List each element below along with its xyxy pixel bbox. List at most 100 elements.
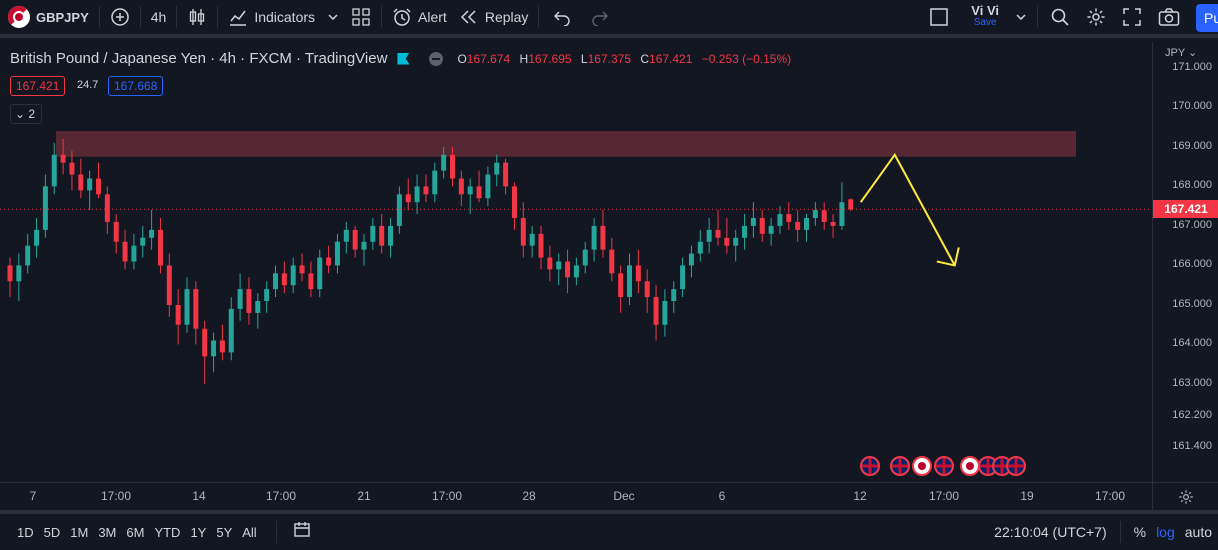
fullscreen-square-button[interactable]: [917, 0, 961, 36]
candle: [795, 210, 801, 242]
currency-selector[interactable]: JPY ⌄: [1165, 47, 1198, 59]
candle: [653, 285, 659, 341]
redo-button[interactable]: [581, 0, 619, 36]
uk-flag-event-icon[interactable]: [934, 456, 954, 476]
candle: [370, 218, 376, 250]
log-toggle[interactable]: log: [1156, 524, 1175, 540]
undo-button[interactable]: [543, 0, 581, 36]
candle: [281, 261, 287, 294]
divider: [538, 6, 540, 28]
candle: [830, 214, 836, 238]
candlestick-chart[interactable]: [0, 42, 1152, 482]
publish-button[interactable]: Pu: [1196, 4, 1218, 32]
time-tick-label: 17:00: [928, 489, 960, 503]
sell-price-box[interactable]: 167.421: [10, 76, 66, 96]
plus-circle-icon: [111, 8, 129, 26]
candle: [184, 277, 190, 333]
percent-toggle[interactable]: %: [1133, 524, 1147, 540]
time-tick-label: 17:00: [1094, 489, 1126, 503]
price-tick-label: 162.200: [1172, 408, 1212, 421]
candle: [87, 170, 93, 211]
range-button-1y[interactable]: 1Y: [190, 524, 207, 540]
range-button-1d[interactable]: 1D: [17, 524, 34, 540]
candle: [104, 186, 110, 234]
candle: [644, 269, 650, 313]
layout-dropdown[interactable]: [1009, 0, 1033, 36]
bottom-toolbar: 1D 5D 1M 3M 6M YTD 1Y 5Y All 22:10:04 (UTC+7) % …: [0, 510, 1218, 550]
divider: [217, 6, 219, 28]
auto-toggle[interactable]: auto: [1184, 524, 1212, 540]
candle: [414, 174, 420, 215]
time-tick-label: 7: [29, 489, 37, 503]
candle: [573, 257, 579, 286]
range-button-5y[interactable]: 5Y: [216, 524, 233, 540]
divider: [275, 521, 277, 543]
fullscreen-button[interactable]: [1114, 0, 1150, 36]
replay-label: Replay: [484, 9, 529, 25]
price-axis[interactable]: JPY ⌄ 171.000 170.000 169.000 168.000 167.00…: [1152, 42, 1218, 482]
price-tick-label: 166.000: [1172, 258, 1212, 271]
hide-legend-icon[interactable]: [429, 51, 444, 66]
time-axis[interactable]: 7 17:00 14 17:00 21 17:00 28 Dec 6 12 17:00 19 17:00: [0, 482, 1152, 510]
candle: [69, 150, 75, 191]
drawn-arrow[interactable]: [859, 152, 956, 266]
indicators-label: Indicators: [254, 9, 316, 25]
chart-type-button[interactable]: [181, 0, 213, 36]
settings-button[interactable]: [1078, 0, 1114, 36]
range-button-6m[interactable]: 6M: [126, 524, 145, 540]
range-button-all[interactable]: All: [242, 524, 257, 540]
japan-flag-event-icon[interactable]: [960, 456, 980, 476]
price-tick-label: 163.000: [1172, 377, 1212, 389]
buy-price-box[interactable]: 167.668: [108, 76, 164, 96]
compare-button[interactable]: [104, 0, 136, 36]
candle: [273, 265, 278, 298]
candles-icon: [190, 9, 205, 25]
search-icon: [1051, 8, 1069, 26]
uk-flag-event-icon[interactable]: [860, 456, 880, 476]
japan-flag-event-icon[interactable]: [912, 456, 932, 476]
chevron-down-icon: [328, 14, 338, 21]
price-tick-label: 170.000: [1172, 100, 1212, 113]
interval-button[interactable]: 4h: [145, 0, 173, 36]
replay-button[interactable]: Replay: [453, 0, 535, 36]
chart-pane[interactable]: British Pound / Japanese Yen · 4h · FXCM…: [0, 42, 1152, 482]
rewind-icon: [460, 10, 476, 24]
candle: [768, 218, 774, 246]
range-button-3m[interactable]: 3M: [98, 524, 117, 540]
candle: [821, 202, 827, 230]
symbol-search[interactable]: GBPJPY: [0, 0, 95, 36]
range-button-1m[interactable]: 1M: [70, 524, 89, 540]
user-save: Vi Vi Save: [971, 4, 999, 29]
candle: [42, 174, 48, 238]
candle: [396, 186, 402, 234]
collapse-indicators-button[interactable]: ⌄ 2: [10, 104, 42, 124]
bookmark-flag-icon[interactable]: [397, 52, 410, 65]
candle: [202, 320, 208, 385]
axis-settings-corner[interactable]: [1152, 482, 1218, 510]
time-tick-label: 28: [522, 489, 536, 503]
spread-value: 24.7: [77, 79, 99, 91]
uk-flag-event-icon[interactable]: [890, 456, 910, 476]
resistance-zone[interactable]: [56, 131, 1076, 157]
uk-flag-event-icon[interactable]: [1006, 456, 1026, 476]
clock[interactable]: 22:10:04 (UTC+7): [994, 524, 1107, 540]
candle: [308, 261, 314, 298]
snapshot-button[interactable]: [1150, 0, 1188, 36]
divider: [176, 6, 178, 28]
range-button-ytd[interactable]: YTD: [154, 524, 181, 540]
candle: [450, 146, 455, 187]
goto-date-button[interactable]: [281, 521, 323, 544]
symbol-label: GBPJPY: [36, 9, 89, 25]
candle: [520, 202, 526, 258]
gear-icon: [1087, 8, 1105, 26]
search-button[interactable]: [1042, 0, 1078, 36]
templates-dropdown[interactable]: [321, 0, 345, 36]
chevron-down-icon: [1016, 14, 1026, 21]
save-layout-button[interactable]: Vi Vi Save: [961, 0, 1009, 36]
candle: [96, 162, 101, 199]
layout-button[interactable]: [345, 0, 377, 36]
range-button-5d[interactable]: 5D: [43, 524, 61, 540]
indicators-button[interactable]: Indicators: [222, 0, 321, 36]
legend-title[interactable]: British Pound / Japanese Yen · 4h · FXCM…: [10, 50, 388, 67]
alert-button[interactable]: Alert: [386, 0, 453, 36]
